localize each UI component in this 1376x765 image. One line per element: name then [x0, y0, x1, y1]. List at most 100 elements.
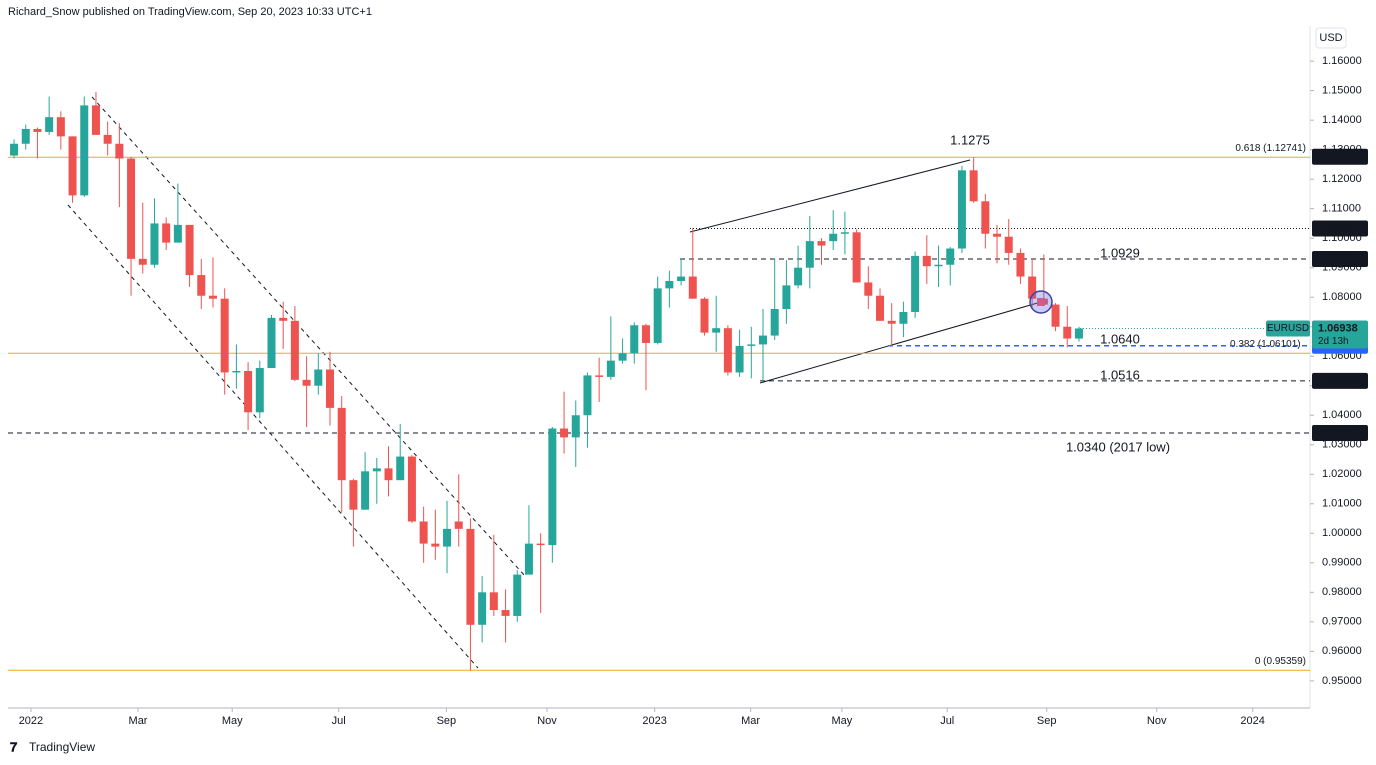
price-tag [1312, 372, 1368, 389]
candle-body [443, 528, 452, 547]
candle-body [993, 233, 1002, 237]
candle-body [314, 369, 323, 386]
plot [67, 96, 1042, 669]
candle-body [220, 298, 229, 373]
fib-label: 0 (0.95359) [1255, 656, 1306, 667]
y-tick-label: 1.11000 [1322, 203, 1361, 215]
candle-body [208, 295, 217, 299]
candle-body [466, 528, 475, 625]
candle-body [852, 232, 861, 283]
candle-body [677, 276, 686, 281]
candle-body [887, 320, 896, 324]
y-tick-label: 1.04000 [1322, 409, 1362, 421]
x-tick-label: 2024 [1240, 715, 1264, 727]
annotation: 1.0929 [1100, 245, 1140, 260]
candle-body [911, 255, 920, 312]
last-price-tag [1312, 320, 1368, 349]
candle-body [244, 370, 253, 413]
candle-body [864, 282, 873, 296]
candle-body [431, 543, 440, 547]
price-tag-label: 1.12758 [1318, 151, 1358, 163]
y-tick-label: 0.97000 [1322, 616, 1362, 628]
candle-body [489, 592, 498, 611]
fib-label: 0.618 (1.12741) [1235, 143, 1306, 154]
candle-body [618, 353, 627, 361]
candle-body [1028, 276, 1037, 299]
candle-body [805, 241, 814, 268]
candle-body [162, 223, 171, 243]
candle-body [723, 328, 732, 373]
candle-body [957, 170, 966, 249]
candle-body [899, 311, 908, 324]
candle-body [536, 543, 545, 546]
annotation: 1.0340 (2017 low) [1066, 439, 1170, 454]
candle-body [1004, 236, 1013, 253]
candle-body [33, 128, 42, 132]
candle-body [630, 325, 639, 354]
currency-box [1315, 27, 1347, 49]
x-tick-label: Jul [940, 715, 954, 727]
y-tick-label: 1.00000 [1322, 527, 1362, 539]
price-tag-label: 1.10330 [1318, 222, 1358, 234]
annotation: 1.0516 [1100, 367, 1140, 382]
candle-body [478, 592, 487, 625]
x-tick-label: Mar [129, 715, 148, 727]
candle-body [232, 370, 241, 373]
candle-body [665, 280, 674, 289]
y-tick-label: 1.15000 [1322, 85, 1362, 97]
candle-body [103, 134, 112, 144]
candle-body [501, 610, 510, 616]
candle-body [349, 480, 358, 510]
candle-body [513, 574, 522, 616]
candle-body [922, 255, 931, 267]
countdown: 2d 13h [1318, 336, 1349, 347]
candle-body [10, 143, 19, 156]
footer: TradingView [29, 740, 95, 754]
candle-body [68, 136, 77, 196]
y-tick-label: 1.01000 [1322, 498, 1362, 510]
price-tag [1312, 250, 1368, 267]
y-tick-label: 1.08000 [1322, 291, 1362, 303]
candle-body [969, 170, 978, 202]
y-tick-label: 0.98000 [1322, 586, 1362, 598]
candle-body [115, 143, 124, 159]
candle-body [712, 328, 721, 333]
candle-body [384, 468, 393, 481]
candle-body [56, 117, 65, 137]
candle-body [747, 344, 756, 346]
x-tick-label: Jul [332, 715, 346, 727]
candle-body [571, 415, 580, 438]
x-tick-label: Sep [437, 715, 457, 727]
candle-body [794, 267, 803, 286]
candle-body [688, 276, 697, 299]
candle-body [595, 375, 604, 377]
y-tick-label: 0.95000 [1322, 675, 1362, 687]
candle-body [173, 224, 182, 243]
price-tag-label: 1.03400 [1318, 427, 1358, 439]
y-tick-label: 1.02000 [1322, 468, 1362, 480]
candle-body [127, 158, 136, 259]
y-tick-label: 0.99000 [1322, 557, 1362, 569]
candle-body [770, 309, 779, 336]
candle-body [981, 201, 990, 234]
trend-line [759, 301, 1042, 384]
candle-body [361, 471, 370, 510]
candle-body [80, 105, 89, 196]
fib-label: 0.382 (1.06101) [1230, 339, 1301, 350]
x-tick-label: 2023 [642, 715, 666, 727]
candle-body [185, 224, 194, 276]
x-tick-label: Nov [1147, 715, 1167, 727]
candle-body [302, 379, 311, 386]
candle-body [372, 468, 381, 472]
footer-logo: 𝟕 [10, 739, 18, 754]
x-tick-label: May [832, 715, 853, 727]
candle-body [700, 298, 709, 333]
candle-body [1016, 252, 1025, 277]
candle-body [279, 317, 288, 321]
last-price-label: 1.06938 [1318, 322, 1358, 334]
candle-body [1051, 304, 1060, 327]
candle-body [396, 456, 405, 481]
channel-line [67, 204, 479, 669]
candle-body [934, 264, 943, 267]
